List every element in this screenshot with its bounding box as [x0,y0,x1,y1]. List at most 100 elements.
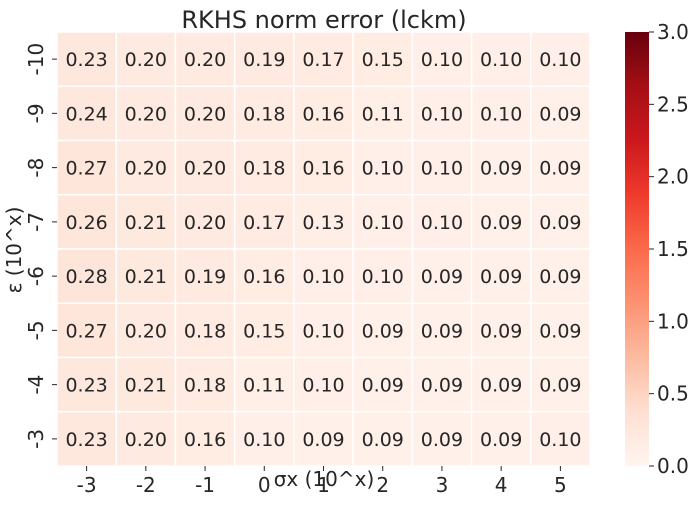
heatmap-cell [115,194,177,250]
cell-value-label: 0.10 [243,429,285,451]
heatmap-cell [56,302,117,359]
heatmap-cell [56,411,117,467]
cell-value-label: 0.10 [421,158,463,180]
heatmap-cell [293,356,354,413]
heatmap-cell [411,411,473,467]
heatmap-cell [530,411,591,467]
x-tick-label: 0 [258,473,271,497]
colorbar-tick-label: 0.0 [657,454,689,478]
colorbar-tick-label: 1.0 [657,309,689,333]
heatmap-cell [411,356,473,413]
heatmap-cell [174,139,236,196]
heatmap-cell [115,302,177,359]
cell-value-label: 0.10 [480,49,522,71]
heatmap-cell [352,302,414,359]
cell-value-label: 0.20 [184,212,226,234]
cell-value-label: 0.09 [539,212,581,234]
y-tick-label: -3 [24,429,48,449]
cell-value-label: 0.09 [362,320,404,342]
heatmap-cell [530,194,591,250]
cell-value-label: 0.20 [125,49,167,71]
cell-value-label: 0.20 [125,429,167,451]
cell-value-label: 0.18 [243,158,285,180]
x-tick-label: -3 [77,473,97,497]
x-tick-label: -1 [195,473,215,497]
x-axis-ticks: -3 -2 -1 0 1 2 3 4 5 [77,466,567,497]
cell-value-label: 0.10 [362,158,404,180]
heatmap-cell [56,85,117,142]
heatmap-cell [56,248,117,304]
x-tick-label: 2 [376,473,389,497]
heatmap-cell [115,139,177,196]
cell-value-label: 0.10 [421,103,463,125]
heatmap-cell [530,85,591,142]
cell-value-label: 0.19 [184,266,226,288]
cell-value-label: 0.09 [362,429,404,451]
colorbar-tick-label: 1.5 [657,237,689,261]
cell-value-label: 0.15 [362,49,404,71]
heatmap-cell [293,139,354,196]
cell-value-label: 0.09 [539,158,581,180]
cell-value-label: 0.18 [184,320,226,342]
cell-value-label: 0.23 [65,429,107,451]
x-tick-label: 5 [554,473,567,497]
cell-value-label: 0.10 [421,49,463,71]
y-tick-label: -5 [24,320,48,340]
cell-value-label: 0.20 [184,103,226,125]
heatmap-cell [233,302,295,359]
cell-value-label: 0.10 [480,103,522,125]
cell-value-label: 0.09 [539,266,581,288]
cell-value-label: 0.18 [243,103,285,125]
cell-value-label: 0.16 [184,429,226,451]
heatmap-cells: 0.23 0.20 0.20 0.19 0.17 0.15 0.10 0.10 0.10 0.24… [56,31,591,467]
cell-value-label: 0.10 [302,266,344,288]
heatmap-cell [233,248,295,304]
cell-value-label: 0.23 [65,49,107,71]
y-axis-label: ε (10^x) [2,207,26,294]
cell-value-label: 0.10 [302,375,344,397]
cell-value-label: 0.11 [362,103,404,125]
cell-value-label: 0.21 [125,212,167,234]
heatmap-cell [470,85,532,142]
heatmap-cell [293,411,354,467]
x-tick-label: 1 [317,473,330,497]
cell-value-label: 0.09 [539,103,581,125]
cell-value-label: 0.10 [421,212,463,234]
colorbar-ticks: 0.0 0.5 1.0 1.5 2.0 2.5 3.0 [649,20,689,478]
x-tick-label: 3 [436,473,449,497]
heatmap-cell [56,356,117,413]
heatmap-cell [115,356,177,413]
cell-value-label: 0.09 [302,429,344,451]
cell-value-label: 0.13 [302,212,344,234]
y-tick-label: -4 [24,375,48,395]
cell-value-label: 0.21 [125,375,167,397]
cell-value-label: 0.17 [302,49,344,71]
chart-title: RKHS norm error (lckm) [181,6,466,34]
colorbar-tick-label: 3.0 [657,20,689,44]
cell-value-label: 0.09 [480,320,522,342]
heatmap-cell [352,248,414,304]
heatmap-cell [115,31,177,87]
cell-value-label: 0.09 [421,375,463,397]
y-tick-label: -7 [24,212,48,232]
cell-value-label: 0.11 [243,375,285,397]
cell-value-label: 0.20 [184,49,226,71]
heatmap-cell [352,31,414,87]
cell-value-label: 0.09 [480,266,522,288]
cell-value-label: 0.09 [480,429,522,451]
cell-value-label: 0.09 [480,375,522,397]
cell-value-label: 0.16 [243,266,285,288]
cell-value-label: 0.09 [421,266,463,288]
heatmap-cell [174,411,236,467]
cell-value-label: 0.19 [243,49,285,71]
cell-value-label: 0.18 [184,375,226,397]
y-tick-label: -9 [24,103,48,123]
colorbar-tick-label: 2.0 [657,165,689,189]
x-tick-label: -2 [136,473,156,497]
x-tick-label: 4 [495,473,508,497]
cell-value-label: 0.09 [421,320,463,342]
cell-value-label: 0.20 [125,320,167,342]
cell-value-label: 0.09 [480,158,522,180]
cell-value-label: 0.20 [125,103,167,125]
